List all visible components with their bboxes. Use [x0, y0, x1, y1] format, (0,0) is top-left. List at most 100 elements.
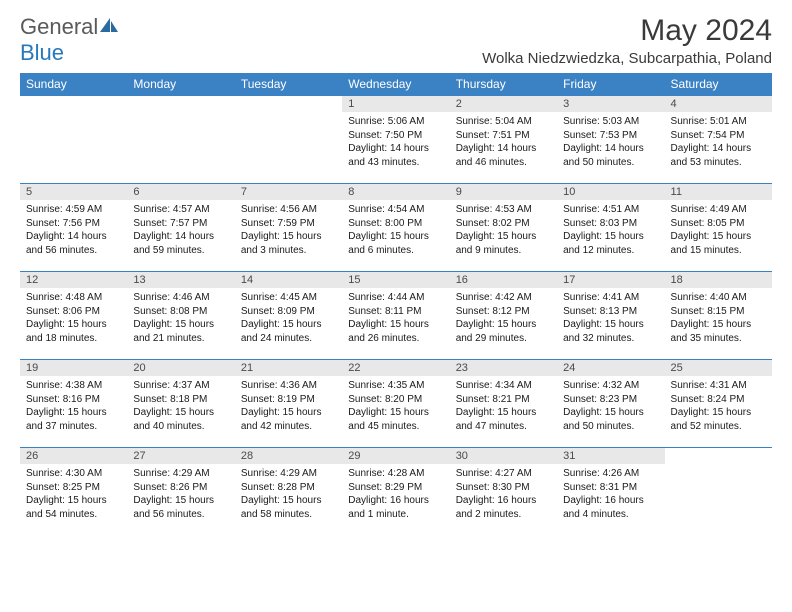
day-details: Sunrise: 4:36 AMSunset: 8:19 PMDaylight:…	[235, 376, 342, 433]
day-number: 30	[450, 448, 557, 464]
calendar-cell: 13Sunrise: 4:46 AMSunset: 8:08 PMDayligh…	[127, 272, 234, 360]
calendar-cell: 16Sunrise: 4:42 AMSunset: 8:12 PMDayligh…	[450, 272, 557, 360]
day-details: Sunrise: 4:40 AMSunset: 8:15 PMDaylight:…	[665, 288, 772, 345]
calendar-cell: 24Sunrise: 4:32 AMSunset: 8:23 PMDayligh…	[557, 360, 664, 448]
day-number: 18	[665, 272, 772, 288]
day-details: Sunrise: 4:29 AMSunset: 8:28 PMDaylight:…	[235, 464, 342, 521]
day-details: Sunrise: 4:54 AMSunset: 8:00 PMDaylight:…	[342, 200, 449, 257]
calendar-cell: 22Sunrise: 4:35 AMSunset: 8:20 PMDayligh…	[342, 360, 449, 448]
day-details: Sunrise: 4:57 AMSunset: 7:57 PMDaylight:…	[127, 200, 234, 257]
calendar-row: 5Sunrise: 4:59 AMSunset: 7:56 PMDaylight…	[20, 184, 772, 272]
calendar-cell: 29Sunrise: 4:28 AMSunset: 8:29 PMDayligh…	[342, 448, 449, 536]
calendar-cell: 18Sunrise: 4:40 AMSunset: 8:15 PMDayligh…	[665, 272, 772, 360]
day-header: Sunday	[20, 73, 127, 96]
day-number: 22	[342, 360, 449, 376]
calendar-body: 1Sunrise: 5:06 AMSunset: 7:50 PMDaylight…	[20, 96, 772, 536]
day-details: Sunrise: 4:42 AMSunset: 8:12 PMDaylight:…	[450, 288, 557, 345]
calendar-cell: 23Sunrise: 4:34 AMSunset: 8:21 PMDayligh…	[450, 360, 557, 448]
sail-icon	[98, 14, 120, 40]
calendar-cell: 31Sunrise: 4:26 AMSunset: 8:31 PMDayligh…	[557, 448, 664, 536]
day-details: Sunrise: 4:35 AMSunset: 8:20 PMDaylight:…	[342, 376, 449, 433]
calendar-cell: 14Sunrise: 4:45 AMSunset: 8:09 PMDayligh…	[235, 272, 342, 360]
day-number: 26	[20, 448, 127, 464]
calendar-cell: 27Sunrise: 4:29 AMSunset: 8:26 PMDayligh…	[127, 448, 234, 536]
day-details: Sunrise: 5:01 AMSunset: 7:54 PMDaylight:…	[665, 112, 772, 169]
day-number: 17	[557, 272, 664, 288]
calendar-cell	[235, 96, 342, 184]
calendar-cell: 26Sunrise: 4:30 AMSunset: 8:25 PMDayligh…	[20, 448, 127, 536]
day-header: Friday	[557, 73, 664, 96]
calendar-cell: 12Sunrise: 4:48 AMSunset: 8:06 PMDayligh…	[20, 272, 127, 360]
day-number: 23	[450, 360, 557, 376]
day-details: Sunrise: 4:31 AMSunset: 8:24 PMDaylight:…	[665, 376, 772, 433]
day-number: 28	[235, 448, 342, 464]
day-number: 21	[235, 360, 342, 376]
day-number: 14	[235, 272, 342, 288]
day-number: 13	[127, 272, 234, 288]
day-details: Sunrise: 4:26 AMSunset: 8:31 PMDaylight:…	[557, 464, 664, 521]
calendar-table: SundayMondayTuesdayWednesdayThursdayFrid…	[20, 73, 772, 536]
day-details: Sunrise: 4:48 AMSunset: 8:06 PMDaylight:…	[20, 288, 127, 345]
calendar-cell: 21Sunrise: 4:36 AMSunset: 8:19 PMDayligh…	[235, 360, 342, 448]
day-details: Sunrise: 4:29 AMSunset: 8:26 PMDaylight:…	[127, 464, 234, 521]
calendar-cell: 15Sunrise: 4:44 AMSunset: 8:11 PMDayligh…	[342, 272, 449, 360]
day-details: Sunrise: 4:30 AMSunset: 8:25 PMDaylight:…	[20, 464, 127, 521]
calendar-row: 12Sunrise: 4:48 AMSunset: 8:06 PMDayligh…	[20, 272, 772, 360]
day-details: Sunrise: 4:34 AMSunset: 8:21 PMDaylight:…	[450, 376, 557, 433]
calendar-cell: 3Sunrise: 5:03 AMSunset: 7:53 PMDaylight…	[557, 96, 664, 184]
calendar-cell: 8Sunrise: 4:54 AMSunset: 8:00 PMDaylight…	[342, 184, 449, 272]
day-details: Sunrise: 4:59 AMSunset: 7:56 PMDaylight:…	[20, 200, 127, 257]
calendar-cell: 6Sunrise: 4:57 AMSunset: 7:57 PMDaylight…	[127, 184, 234, 272]
calendar-cell: 11Sunrise: 4:49 AMSunset: 8:05 PMDayligh…	[665, 184, 772, 272]
day-header: Monday	[127, 73, 234, 96]
calendar-cell: 7Sunrise: 4:56 AMSunset: 7:59 PMDaylight…	[235, 184, 342, 272]
day-details: Sunrise: 4:37 AMSunset: 8:18 PMDaylight:…	[127, 376, 234, 433]
location-text: Wolka Niedzwiedzka, Subcarpathia, Poland	[482, 50, 772, 67]
day-number: 10	[557, 184, 664, 200]
day-number: 7	[235, 184, 342, 200]
day-header-row: SundayMondayTuesdayWednesdayThursdayFrid…	[20, 73, 772, 96]
day-number: 9	[450, 184, 557, 200]
calendar-cell: 25Sunrise: 4:31 AMSunset: 8:24 PMDayligh…	[665, 360, 772, 448]
day-details: Sunrise: 4:46 AMSunset: 8:08 PMDaylight:…	[127, 288, 234, 345]
day-details: Sunrise: 4:45 AMSunset: 8:09 PMDaylight:…	[235, 288, 342, 345]
day-details: Sunrise: 4:53 AMSunset: 8:02 PMDaylight:…	[450, 200, 557, 257]
calendar-row: 26Sunrise: 4:30 AMSunset: 8:25 PMDayligh…	[20, 448, 772, 536]
logo: General Blue	[20, 14, 120, 66]
day-details: Sunrise: 4:51 AMSunset: 8:03 PMDaylight:…	[557, 200, 664, 257]
day-number: 25	[665, 360, 772, 376]
day-details: Sunrise: 4:49 AMSunset: 8:05 PMDaylight:…	[665, 200, 772, 257]
day-details: Sunrise: 4:56 AMSunset: 7:59 PMDaylight:…	[235, 200, 342, 257]
calendar-cell	[127, 96, 234, 184]
day-details: Sunrise: 4:32 AMSunset: 8:23 PMDaylight:…	[557, 376, 664, 433]
day-number: 19	[20, 360, 127, 376]
header: General Blue May 2024 Wolka Niedzwiedzka…	[20, 14, 772, 67]
day-details: Sunrise: 5:04 AMSunset: 7:51 PMDaylight:…	[450, 112, 557, 169]
day-number: 11	[665, 184, 772, 200]
calendar-cell	[20, 96, 127, 184]
day-number: 3	[557, 96, 664, 112]
calendar-cell: 17Sunrise: 4:41 AMSunset: 8:13 PMDayligh…	[557, 272, 664, 360]
calendar-cell: 1Sunrise: 5:06 AMSunset: 7:50 PMDaylight…	[342, 96, 449, 184]
day-number: 15	[342, 272, 449, 288]
page-title: May 2024	[482, 14, 772, 48]
calendar-cell: 10Sunrise: 4:51 AMSunset: 8:03 PMDayligh…	[557, 184, 664, 272]
day-header: Wednesday	[342, 73, 449, 96]
calendar-cell: 28Sunrise: 4:29 AMSunset: 8:28 PMDayligh…	[235, 448, 342, 536]
day-details: Sunrise: 5:03 AMSunset: 7:53 PMDaylight:…	[557, 112, 664, 169]
day-header: Tuesday	[235, 73, 342, 96]
day-number: 1	[342, 96, 449, 112]
calendar-row: 19Sunrise: 4:38 AMSunset: 8:16 PMDayligh…	[20, 360, 772, 448]
day-number: 8	[342, 184, 449, 200]
day-header: Saturday	[665, 73, 772, 96]
day-number: 24	[557, 360, 664, 376]
calendar-cell: 19Sunrise: 4:38 AMSunset: 8:16 PMDayligh…	[20, 360, 127, 448]
calendar-cell: 5Sunrise: 4:59 AMSunset: 7:56 PMDaylight…	[20, 184, 127, 272]
day-header: Thursday	[450, 73, 557, 96]
day-number: 5	[20, 184, 127, 200]
day-details: Sunrise: 4:44 AMSunset: 8:11 PMDaylight:…	[342, 288, 449, 345]
calendar-cell: 30Sunrise: 4:27 AMSunset: 8:30 PMDayligh…	[450, 448, 557, 536]
day-number: 31	[557, 448, 664, 464]
calendar-row: 1Sunrise: 5:06 AMSunset: 7:50 PMDaylight…	[20, 96, 772, 184]
day-number: 2	[450, 96, 557, 112]
